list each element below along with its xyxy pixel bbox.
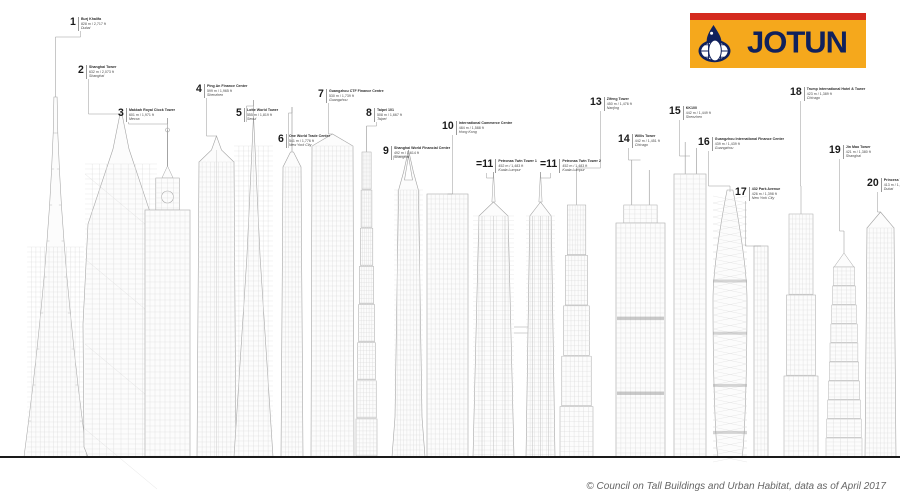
svg-text:JOTUN: JOTUN (747, 25, 847, 60)
